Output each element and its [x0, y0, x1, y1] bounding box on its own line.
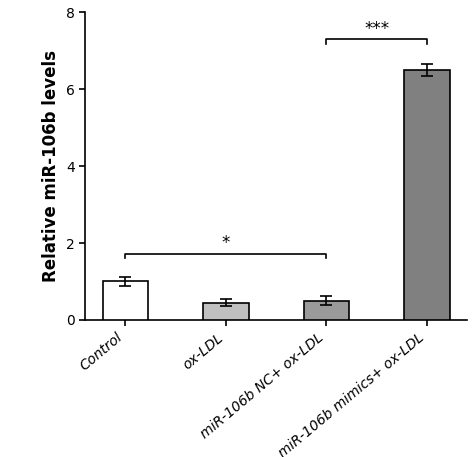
- Y-axis label: Relative miR-106b levels: Relative miR-106b levels: [43, 50, 61, 282]
- Text: *: *: [222, 234, 230, 252]
- Text: ***: ***: [364, 20, 389, 38]
- Bar: [304, 301, 349, 320]
- Bar: [404, 70, 450, 320]
- Bar: [103, 282, 148, 320]
- Bar: [203, 303, 248, 320]
